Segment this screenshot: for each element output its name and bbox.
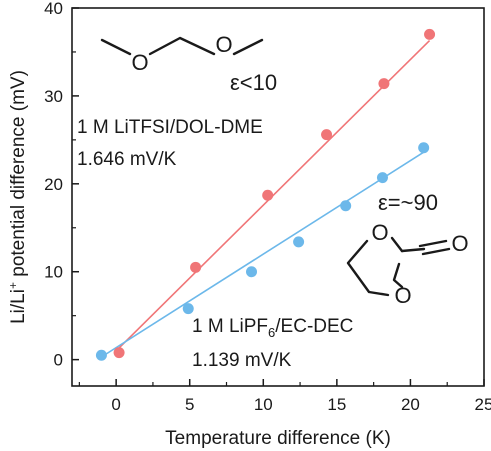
x-tick-label: 20	[401, 395, 420, 414]
y-tick-label: 20	[44, 175, 63, 194]
ec-ring-oxygen-bottom: O	[394, 283, 411, 308]
data-point-series-1	[424, 28, 436, 40]
data-point-series-1	[378, 78, 390, 90]
dme-oxygen-2: O	[215, 32, 232, 57]
dme-molecule: O O	[100, 32, 264, 75]
data-point-series-2	[95, 349, 107, 361]
data-point-series-1	[113, 347, 125, 359]
y-axis-title: Li/Li+ potential difference (mV)	[6, 70, 29, 324]
plot-frame	[71, 7, 485, 387]
series-1-label: 1 M LiTFSI/DOL-DME	[77, 117, 263, 138]
series-1-slope: 1.646 mV/K	[77, 149, 177, 170]
data-point-series-1	[321, 129, 333, 141]
data-point-series-1	[262, 189, 274, 201]
x-axis-title: Temperature difference (K)	[165, 428, 391, 449]
y-tick-label: 30	[44, 87, 63, 106]
ec-carbonyl-oxygen: O	[451, 231, 468, 256]
x-tick-label: 5	[185, 395, 194, 414]
data-point-series-2	[246, 266, 258, 278]
data-point-series-2	[340, 200, 352, 212]
x-axis-ticks: 0 5 10 15 20 25	[78, 379, 491, 414]
data-points	[95, 28, 436, 361]
series-2-epsilon: ε=~90	[378, 190, 438, 215]
y-tick-label: 40	[44, 0, 63, 18]
x-tick-label: 25	[475, 395, 491, 414]
fit-line-series-2	[100, 151, 425, 358]
y-tick-label: 10	[44, 263, 63, 282]
ec-ring-oxygen-top: O	[371, 220, 388, 245]
series-2-slope: 1.139 mV/K	[192, 350, 292, 371]
data-point-series-2	[293, 236, 305, 248]
data-point-series-2	[376, 172, 388, 184]
dme-oxygen-1: O	[131, 50, 148, 75]
x-tick-label: 10	[254, 395, 273, 414]
data-point-series-2	[418, 142, 430, 154]
series-1-epsilon: ε<10	[230, 70, 277, 95]
series-2-label: 1 M LiPF6/EC-DEC	[192, 316, 353, 340]
y-tick-label: 0	[54, 351, 63, 370]
x-tick-label: 0	[111, 395, 120, 414]
y-axis-ticks: 0 10 20 30 40	[44, 0, 79, 370]
data-point-series-1	[190, 261, 202, 273]
x-tick-label: 15	[327, 395, 346, 414]
data-point-series-2	[182, 303, 194, 315]
ec-molecule: O O O	[346, 220, 469, 308]
